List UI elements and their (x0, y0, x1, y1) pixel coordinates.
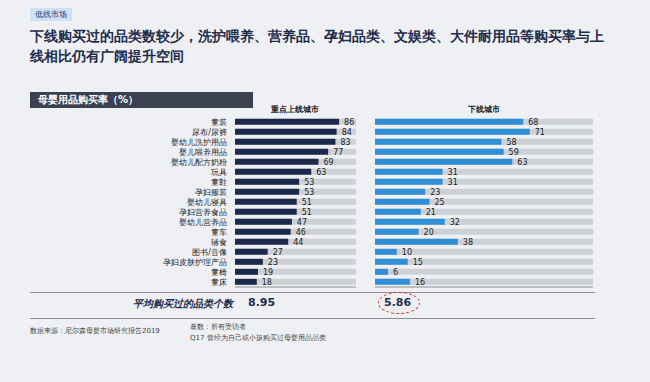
svg-text:59: 59 (509, 148, 519, 157)
html-text:基数：所有受访者: 基数：所有受访者 (190, 323, 246, 331)
svg-text:孕妇皮肤护理产品: 孕妇皮肤护理产品 (163, 258, 227, 267)
svg-text:31: 31 (448, 168, 458, 177)
svg-text:71: 71 (535, 128, 545, 137)
svg-text:10: 10 (402, 248, 412, 257)
html-text:平均购买过的品类个数: 平均购买过的品类个数 (133, 298, 233, 309)
html-text:下线购买过的品类数较少，洗护喂养、营养品、孕妇品类、文娱类、: 下线购买过的品类数较少，洗护喂养、营养品、孕妇品类、文娱类、大件耐用品等购买率与… (30, 28, 604, 64)
svg-text:婴儿喂养用品: 婴儿喂养用品 (179, 148, 227, 157)
svg-text:21: 21 (426, 208, 436, 217)
svg-text:63: 63 (517, 158, 527, 167)
svg-text:16: 16 (415, 278, 425, 287)
svg-text:辅食: 辅食 (211, 238, 227, 247)
html-text:母婴用品购买率（%）: 母婴用品购买率（%） (38, 94, 138, 105)
html-text:低线市场: 低线市场 (35, 10, 67, 19)
svg-text:童鞋: 童鞋 (211, 178, 227, 187)
svg-text:童车: 童车 (211, 228, 227, 237)
svg-text:31: 31 (448, 178, 458, 187)
svg-text:86: 86 (344, 118, 354, 127)
svg-text:19: 19 (263, 268, 273, 277)
svg-text:58: 58 (506, 138, 516, 147)
svg-text:84: 84 (342, 128, 352, 137)
html-text:5.86: 5.86 (384, 296, 412, 309)
svg-text:玩具: 玩具 (211, 168, 227, 177)
svg-text:77: 77 (333, 148, 343, 157)
svg-text:婴幼儿洗护用品: 婴幼儿洗护用品 (171, 138, 227, 147)
svg-text:25: 25 (435, 198, 445, 207)
svg-text:图书/音像: 图书/音像 (192, 248, 227, 257)
svg-text:尿布/尿裤: 尿布/尿裤 (192, 128, 227, 137)
svg-text:23: 23 (268, 258, 278, 267)
svg-text:27: 27 (273, 248, 283, 257)
svg-text:69: 69 (323, 158, 333, 167)
svg-text:23: 23 (430, 188, 440, 197)
svg-text:46: 46 (296, 228, 306, 237)
svg-text:51: 51 (302, 208, 312, 217)
svg-text:38: 38 (463, 238, 473, 247)
svg-text:童床: 童床 (211, 278, 227, 287)
svg-text:孕妇服装: 孕妇服装 (195, 188, 227, 197)
svg-text:婴幼儿营养品: 婴幼儿营养品 (179, 218, 227, 227)
svg-text:63: 63 (316, 168, 326, 177)
svg-text:婴幼儿寝具: 婴幼儿寝具 (187, 198, 227, 207)
svg-text:32: 32 (450, 218, 460, 227)
svg-text:15: 15 (413, 258, 423, 267)
svg-text:83: 83 (340, 138, 350, 147)
svg-text:53: 53 (304, 188, 314, 197)
svg-text:18: 18 (262, 278, 272, 287)
svg-text:51: 51 (302, 198, 312, 207)
svg-text:68: 68 (528, 118, 538, 127)
svg-text:孕妇营养食品: 孕妇营养食品 (179, 208, 227, 217)
svg-text:53: 53 (304, 178, 314, 187)
html-text:Q17 曾经为自己或小孩购买过母婴用品品类: Q17 曾经为自己或小孩购买过母婴用品品类 (190, 334, 326, 342)
svg-text:婴幼儿配方奶粉: 婴幼儿配方奶粉 (171, 158, 227, 167)
svg-text:47: 47 (297, 218, 307, 227)
svg-text:6: 6 (393, 268, 398, 277)
svg-text:20: 20 (424, 228, 434, 237)
html-text:数据来源：尼尔森母婴市场研究报告2019: 数据来源：尼尔森母婴市场研究报告2019 (30, 327, 160, 335)
html-text:8.95: 8.95 (248, 296, 276, 309)
html-text:下线城市: 下线城市 (468, 105, 500, 114)
svg-text:童椅: 童椅 (211, 268, 227, 277)
svg-text:童装: 童装 (211, 118, 227, 127)
svg-text:44: 44 (293, 238, 303, 247)
html-text:重点上线城市: 重点上线城市 (271, 105, 319, 114)
